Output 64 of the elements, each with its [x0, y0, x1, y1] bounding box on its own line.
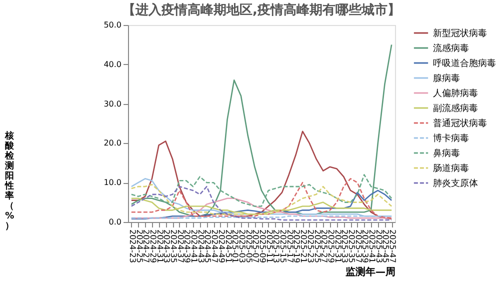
- chart-title: 【进入疫情高峰期地区,疫情高峰期有哪些城市】: [122, 2, 400, 18]
- x-tick-label: 2025-01: [230, 230, 240, 263]
- y-tick-label: 20.0: [104, 138, 122, 148]
- x-tick-label: 2024-51: [224, 230, 233, 263]
- x-tick-label: 2024-29: [148, 230, 158, 263]
- legend-label: 呼吸道合胞病毒: [433, 58, 496, 69]
- x-tick-label: 2025-45: [381, 230, 390, 263]
- line-series: [130, 44, 392, 217]
- y-tick-label: 40.0: [104, 60, 122, 69]
- y-tick-label: 10.0: [104, 178, 122, 188]
- x-tick-label: 2024-35: [169, 230, 178, 263]
- legend-label: 新型冠状病毒: [433, 28, 487, 39]
- x-tick-label: 2024-23: [128, 230, 137, 263]
- x-tick-label: 2024-37: [176, 230, 185, 263]
- y-tick-label: 50.0: [104, 20, 122, 30]
- x-tick-label: 2025-43: [374, 230, 384, 263]
- x-tick-label: 2025-39: [360, 230, 370, 263]
- x-tick-label: 2025-09: [258, 230, 267, 263]
- x-tick-label: 2024-33: [162, 230, 172, 263]
- legend-label: 鼻病毒: [433, 148, 460, 159]
- legend-label: 肺炎支原体: [433, 178, 478, 189]
- x-axis-title: 监测年—周: [346, 266, 396, 278]
- x-tick-label: 2024-45: [203, 230, 212, 263]
- x-tick-label: 2025-07: [251, 230, 260, 263]
- legend-label: 博卡病毒: [433, 133, 469, 144]
- x-tick-label: 2025-25: [312, 230, 322, 263]
- legend-label: 人偏肺病毒: [433, 88, 478, 99]
- x-tick-label: 2024-31: [155, 230, 164, 263]
- x-tick-label: 2024-47: [210, 230, 220, 263]
- x-tick-label: 2024-27: [142, 230, 151, 263]
- x-tick-label: 2025-11: [264, 230, 274, 263]
- x-tick-label: 2025-37: [354, 230, 363, 263]
- x-tick-label: 2025-17: [285, 230, 294, 263]
- legend-label: 流感病毒: [433, 43, 469, 54]
- x-tick-label: 2024-43: [196, 230, 206, 263]
- x-tick-label: 2025-41: [368, 230, 377, 263]
- x-tick-label: 2025-23: [306, 230, 315, 263]
- line-series: [130, 198, 392, 215]
- legend-label: 副流感病毒: [433, 103, 478, 114]
- x-tick-label: 2025-27: [320, 230, 329, 263]
- x-tick-label: 2025-29: [326, 230, 336, 263]
- x-tick-label: 2025-19: [292, 230, 302, 263]
- x-tick-label: 2025-03: [237, 230, 246, 263]
- x-tick-label: 2025-13: [272, 230, 281, 263]
- x-tick-label: 2024-41: [190, 230, 199, 263]
- x-tick-label: 2025-21: [299, 230, 308, 263]
- x-tick-label: 2025-47: [388, 230, 398, 263]
- x-tick-label: 2025-33: [340, 230, 350, 263]
- line-series: [130, 184, 392, 215]
- legend-label: 肠道病毒: [433, 163, 469, 174]
- text: 核酸检测阳性率（%）: [5, 132, 14, 232]
- legend-label: 腺病毒: [433, 73, 460, 84]
- x-tick-label: 2025-35: [347, 230, 356, 263]
- line-series: [130, 130, 392, 220]
- y-tick-label: 0.0: [108, 218, 122, 226]
- x-tick-label: 2024-25: [134, 230, 144, 263]
- x-tick-label: 2025-15: [278, 230, 288, 263]
- x-tick-label: 2024-39: [182, 230, 192, 263]
- x-tick-label: 2024-49: [216, 230, 226, 263]
- x-tick-label: 2025-05: [244, 230, 254, 263]
- line-series: [130, 174, 392, 207]
- legend-label: 普通冠状病毒: [433, 118, 487, 129]
- x-tick-label: 2025-31: [333, 230, 342, 263]
- y-tick-label: 30.0: [104, 99, 122, 108]
